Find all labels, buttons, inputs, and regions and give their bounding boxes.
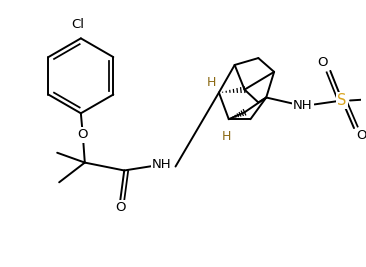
Text: O: O <box>356 129 366 143</box>
Text: O: O <box>115 201 126 214</box>
Text: NH: NH <box>293 99 313 112</box>
Text: H: H <box>222 131 231 143</box>
Text: O: O <box>317 57 328 69</box>
Text: S: S <box>337 93 347 108</box>
Text: NH: NH <box>152 158 172 171</box>
Text: Cl: Cl <box>71 18 85 31</box>
Text: O: O <box>78 128 88 142</box>
Text: H: H <box>206 76 216 89</box>
